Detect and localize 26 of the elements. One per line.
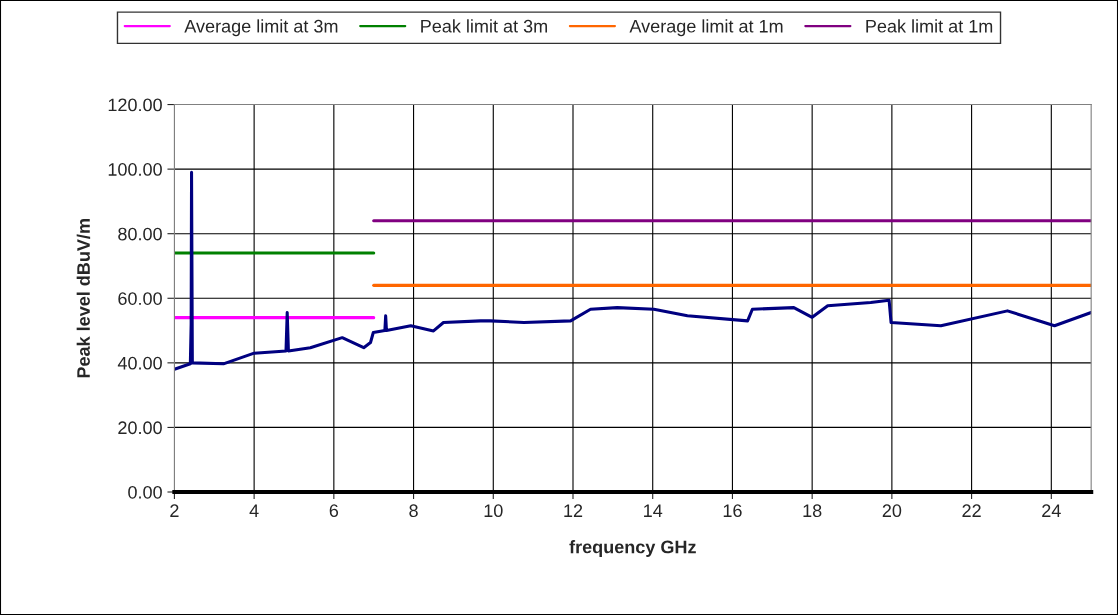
line-series — [174, 170, 1092, 371]
y-tick-label: 20.00 — [118, 421, 162, 435]
legend-label: Peak limit at 1m — [866, 19, 993, 33]
x-tick-label: 18 — [803, 504, 822, 518]
x-tick-label: 24 — [1042, 504, 1061, 517]
legend-label: Average limit at 1m — [629, 19, 783, 37]
y-tick-label: 60.00 — [118, 292, 162, 305]
x-axis-title: frequency GHz — [569, 540, 696, 557]
x-tick-label: 20 — [882, 504, 902, 518]
x-tick-label: 8 — [409, 504, 418, 518]
y-tick-label: 100.00 — [108, 163, 162, 176]
y-tick-label: 80.00 — [118, 227, 162, 241]
y-axis-title: Peak level dBuV/m — [76, 219, 91, 378]
legend-label: Peak limit at 3m — [421, 19, 547, 33]
legend-label: Average limit at 3m — [184, 19, 338, 37]
x-tick-label: 22 — [962, 504, 981, 517]
x-tick-label: 10 — [484, 504, 503, 518]
x-tick-label: 12 — [564, 504, 583, 517]
x-tick-label: 2 — [170, 504, 179, 517]
y-tick-label: 120.00 — [108, 98, 162, 112]
x-tick-label: 16 — [723, 504, 742, 518]
y-tick-label: 40.00 — [117, 356, 162, 370]
x-tick-label: 14 — [644, 504, 663, 517]
x-tick-label: 6 — [329, 504, 339, 518]
x-tick-label: 4 — [249, 504, 259, 517]
y-tick-label: 0.00 — [128, 485, 162, 499]
